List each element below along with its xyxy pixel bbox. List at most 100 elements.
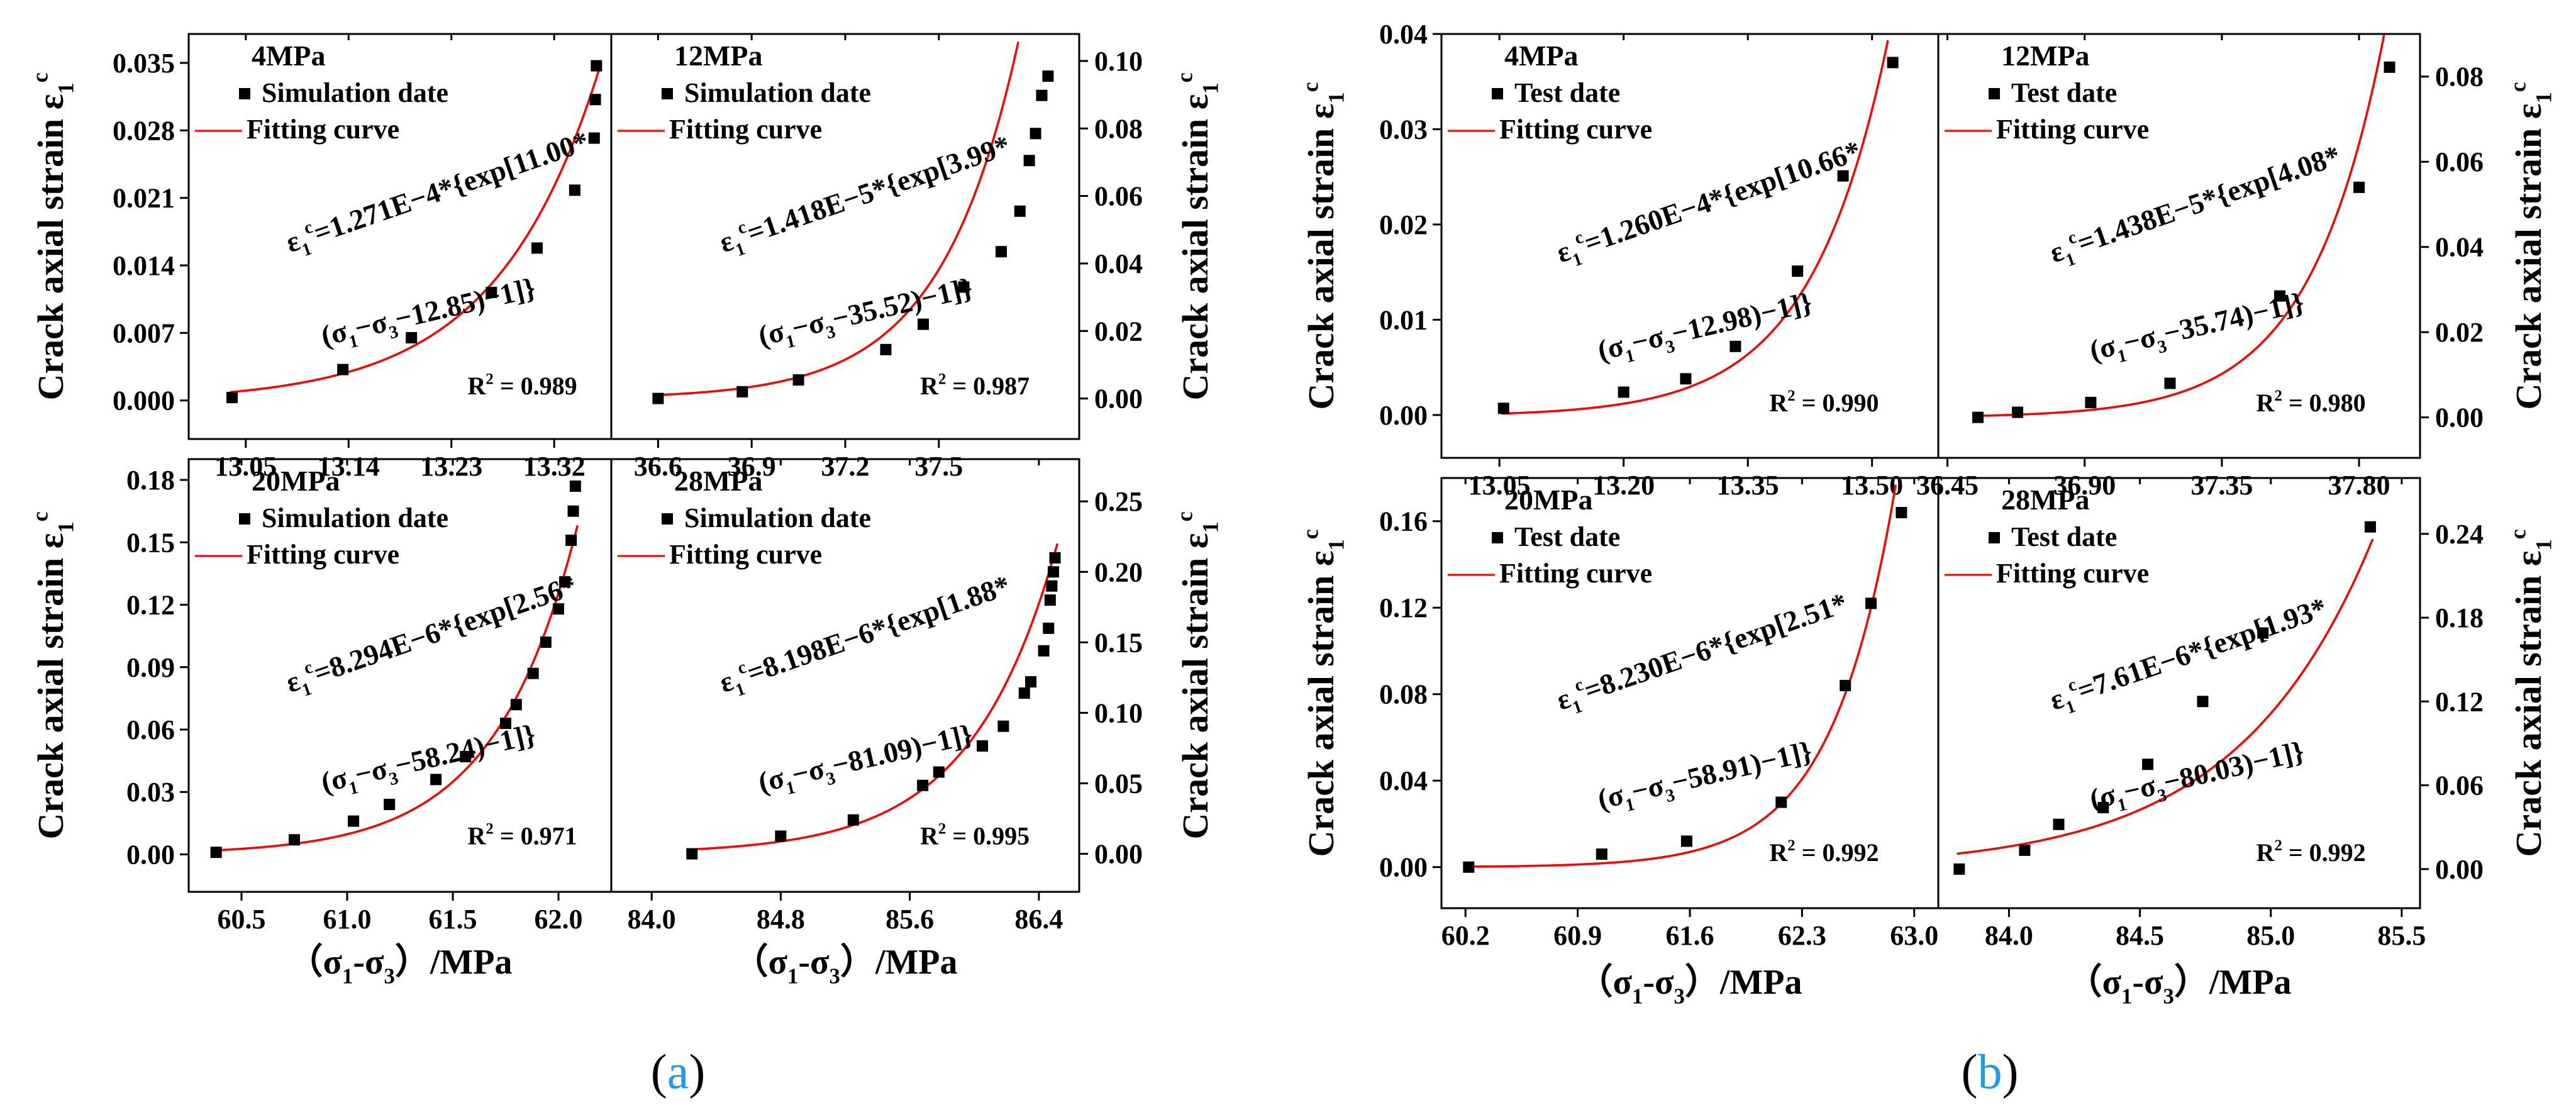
axes-frame [1937, 33, 2421, 459]
text-span: 2 [938, 821, 946, 838]
equation-line-2: (σ1−σ3−12.85)−1]} [318, 272, 540, 358]
paren-open: ( [651, 1044, 667, 1099]
paren-close: ) [2002, 1044, 2019, 1099]
text-span: (σ [318, 762, 350, 799]
x-tick-label: 84.8 [757, 904, 805, 935]
text-span: 1 [784, 778, 797, 799]
subfigure-letter: a [667, 1044, 689, 1099]
data-point [880, 343, 892, 355]
text-span: 2 [938, 370, 946, 387]
data-point [1030, 128, 1041, 140]
legend-marker-label: Test date [1514, 77, 1620, 108]
text-span: 2 [486, 821, 493, 838]
data-point [917, 779, 929, 791]
y-tick-label: 0.00 [126, 839, 175, 870]
legend-line-label: Fitting curve [669, 114, 822, 145]
text-span: =1.260E−4*{exp[10.66* [1580, 135, 1865, 259]
r-squared-label: R2 = 0.980 [2257, 387, 2366, 417]
y-axis-label-b-top-left: Crack axial strain ε1c [1298, 82, 1349, 409]
text-span: R [920, 372, 939, 400]
text-span: 1 [733, 239, 748, 260]
text-span: 3 [387, 769, 401, 789]
text-span: 1 [2116, 795, 2129, 816]
text-span: Crack axial strain ε [30, 94, 71, 400]
data-point [775, 830, 787, 842]
text-span: −σ [789, 306, 827, 344]
data-point [565, 535, 577, 546]
y-axis-label-a-bottom-left: Crack axial strain ε1c [28, 511, 79, 839]
data-point [1043, 622, 1055, 634]
data-point [540, 636, 552, 648]
text-span: (σ [2087, 330, 2119, 367]
text-span: 1 [2531, 539, 2556, 550]
text-span: −35.52)−1]} [829, 272, 975, 335]
data-point [1047, 566, 1059, 578]
text-span: R [1769, 389, 1788, 417]
text-span: 2 [2274, 837, 2282, 854]
data-point [531, 242, 543, 254]
text-span: c [1298, 529, 1323, 539]
legend-marker-icon [1492, 532, 1503, 543]
y-axis-label-text: Crack axial strain ε1c [1298, 529, 1349, 857]
data-point [2053, 818, 2065, 830]
panel-b-12MPa: 36.45 36.90 37.35 37.80 0.00 0.02 0.04 0.06 0.08… [1916, 33, 2484, 501]
data-point [2353, 181, 2365, 193]
text-span: −σ [789, 752, 827, 791]
equation-line-2: (σ1−σ3−81.09)−1]} [755, 718, 977, 805]
text-span: = 0.980 [2282, 389, 2366, 417]
text-span: 1 [2063, 249, 2079, 270]
y-tick-label: 0.08 [1379, 679, 1428, 710]
equation-line-1: ε1c=1.418E−5*{exp[3.99* [714, 128, 1016, 265]
text-span: ）/MPa [395, 942, 513, 982]
text-span: 1 [784, 331, 797, 352]
text-span: Crack axial strain ε [1301, 103, 1341, 409]
legend-marker-label: Simulation date [684, 77, 871, 108]
data-point [1887, 57, 1899, 69]
panel-a-4MPa: 13.05 13.14 13.23 13.32 0.000 0.007 0.014 0.021… [113, 33, 613, 482]
text-span: = 0.987 [946, 372, 1030, 400]
text-span: (σ [755, 762, 787, 799]
text-span: 1 [53, 82, 78, 94]
data-point [2273, 290, 2285, 302]
panel-b-4MPa: 13.05 13.20 13.35 13.500.000.010.020.030.04… [1379, 19, 1940, 501]
text-span: 3 [2156, 336, 2169, 357]
legend-marker-icon [1989, 532, 2000, 543]
x-tick-label: 13.20 [1592, 470, 1655, 501]
y-tick-label: 0.08 [2435, 62, 2484, 92]
panel-a-20MPa: 60.5 61.0 61.5 62.0 0.00 0.03 0.06 0.09 0.12 0.15… [126, 458, 613, 935]
data-point [1025, 676, 1037, 688]
equation-line-1: ε1c=8.230E−6*{exp[2.51* [1552, 585, 1853, 722]
legend-marker-label: Test date [1514, 521, 1620, 552]
text-span: -σ [1643, 963, 1674, 1002]
text-span: 1 [733, 679, 748, 701]
data-point [2019, 844, 2031, 856]
legend-line-label: Fitting curve [1996, 114, 2149, 145]
y-tick-label: 0.00 [1379, 852, 1428, 883]
data-point [1618, 386, 1629, 398]
text-span: ）/MPa [1685, 962, 1802, 1002]
text-span: = 0.992 [2282, 838, 2366, 867]
panel-title: 20MPa [252, 465, 340, 497]
equation-line-2: (σ1−σ3−58.24)−1]} [318, 718, 540, 805]
text-span: (σ [2087, 779, 2119, 816]
x-tick-label: 84.0 [1985, 920, 2033, 951]
data-point [997, 720, 1009, 732]
x-tick-label: 36.6 [634, 451, 682, 482]
data-point [1046, 580, 1058, 592]
x-tick-label: 85.6 [886, 904, 934, 935]
x-tick-label: 37.5 [914, 451, 963, 482]
fitting-curve [1957, 538, 2374, 855]
paren-close: ) [689, 1044, 705, 1099]
text-span: Crack axial strain ε [1175, 533, 1216, 839]
y-tick-label: 0.24 [2435, 519, 2484, 550]
text-span: = 0.995 [946, 821, 1030, 850]
data-point [1953, 863, 1965, 875]
text-span: (σ [318, 315, 350, 352]
text-span: R [920, 821, 939, 850]
y-axis-label-a-top-right: Crack axial strain ε1c [1172, 72, 1223, 400]
data-point [2384, 61, 2396, 73]
text-span: = 0.989 [494, 372, 577, 400]
text-span: 3 [387, 322, 401, 343]
text-span: =8.198E−6*{exp[1.88* [743, 569, 1014, 689]
text-span: 1 [347, 331, 360, 352]
